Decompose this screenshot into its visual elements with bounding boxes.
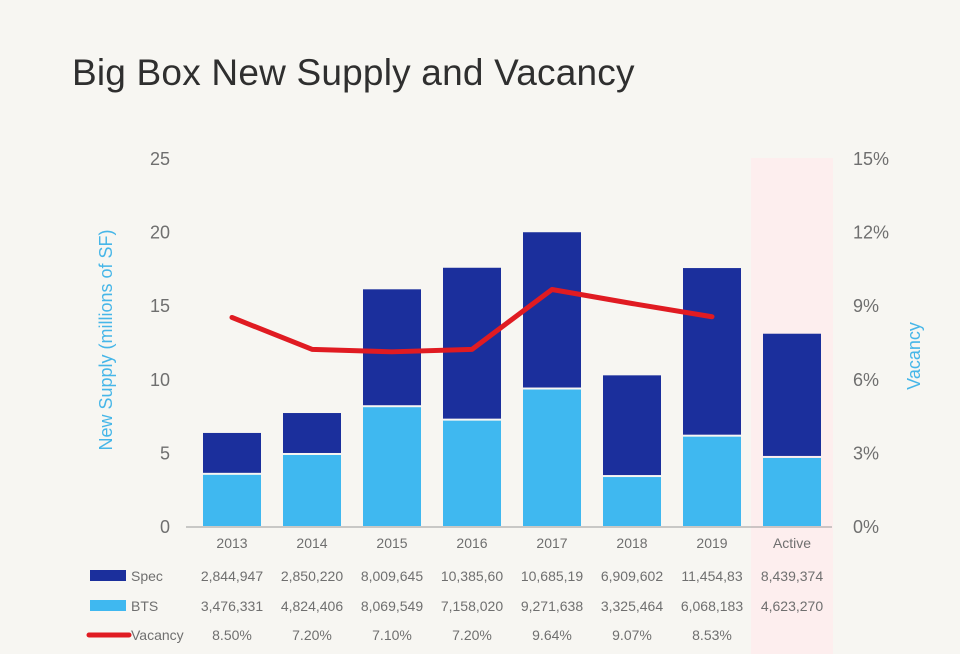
table-cell: 2,844,947 [201,568,263,584]
bars [203,232,821,526]
bar-spec [283,413,341,453]
y-tick-label: 0 [160,517,170,537]
legend-label: BTS [131,598,158,614]
x-tick-label: 2013 [216,535,247,551]
table-cell: 2,850,220 [281,568,343,584]
y-tick-label: 25 [150,149,170,169]
bar-bts [203,474,261,526]
x-tick-label: 2017 [536,535,567,551]
legend-key-spec [90,570,126,581]
table-cell: 9.07% [612,627,652,643]
y-tick-label: 20 [150,223,170,243]
bar-spec [763,333,821,456]
table-cell: 10,685,19 [521,568,583,584]
bar-bts [363,407,421,526]
legend-key-bts [90,600,126,611]
table-cell: 6,068,183 [681,598,743,614]
bar-bts [443,420,501,526]
bar-spec [683,268,741,435]
table-cell: 3,476,331 [201,598,263,614]
x-tick-label: Active [773,535,811,551]
table-cell: 3,325,464 [601,598,663,614]
bar-bts [763,457,821,526]
x-tick-label: 2014 [296,535,327,551]
y2-tick-label: 15% [853,149,889,169]
bar-bts [683,436,741,526]
table-cell: 6,909,602 [601,568,663,584]
table-cell: 10,385,60 [441,568,503,584]
table-cell: 7,158,020 [441,598,503,614]
legend-label: Spec [131,568,163,584]
x-axis-categories: 2013 2014 2015 2016 2017 2018 2019 Active [216,535,811,551]
bar-spec [363,289,421,406]
table-cell: 4,623,270 [761,598,823,614]
vacancy-line-group [229,286,715,355]
bar-spec [523,232,581,388]
y2-tick-label: 12% [853,223,889,243]
bar-spec [203,432,261,473]
data-table: Spec 2,844,947 2,850,220 8,009,645 10,385,60… [86,568,823,643]
vacancy-line [229,286,715,355]
bar-spec [443,267,501,419]
x-tick-label: 2016 [456,535,487,551]
table-cell: 11,454,83 [681,568,742,584]
bar-spec [603,375,661,476]
table-cell: 7.10% [372,627,412,643]
table-cell: 8,069,549 [361,598,423,614]
x-tick-label: 2019 [696,535,727,551]
y-axis-title: New Supply (millions of SF) [96,229,116,450]
y2-tick-label: 3% [853,443,879,463]
y2-axis-title: Vacancy [904,322,924,390]
y-tick-label: 5 [160,443,170,463]
y2-tick-label: 9% [853,296,879,316]
x-tick-label: 2018 [616,535,647,551]
table-cell: 7.20% [292,627,332,643]
legend-label: Vacancy [131,627,184,643]
y-tick-label: 10 [150,370,170,390]
y2-tick-label: 0% [853,517,879,537]
y2-tick-label: 6% [853,370,879,390]
table-cell: 8.53% [692,627,732,643]
table-cell: 9.64% [532,627,572,643]
table-cell: 4,824,406 [281,598,343,614]
table-cell: 8.50% [212,627,252,643]
table-cell: 8,009,645 [361,568,423,584]
y-tick-label: 15 [150,296,170,316]
bar-bts [603,477,661,526]
table-cell: 9,271,638 [521,598,583,614]
chart-title: Big Box New Supply and Vacancy [72,52,635,93]
table-cell: 7.20% [452,627,492,643]
bar-bts [283,454,341,526]
x-tick-label: 2015 [376,535,407,551]
table-cell: 8,439,374 [761,568,823,584]
bar-bts [523,389,581,526]
y-axis-left: 0 5 10 15 20 25 [150,149,170,537]
y-axis-right: 0% 3% 6% 9% 12% 15% [853,149,889,537]
